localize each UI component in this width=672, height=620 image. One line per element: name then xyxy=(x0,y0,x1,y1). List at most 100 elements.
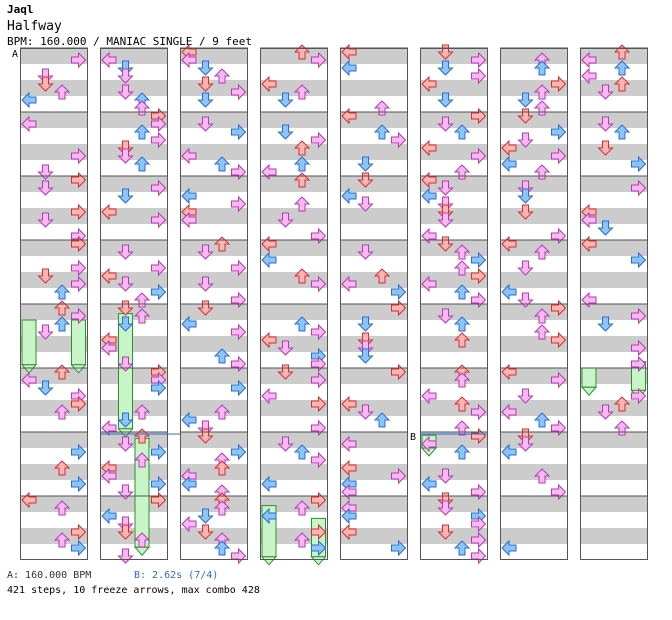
right-arrow xyxy=(391,539,407,557)
down-arrow xyxy=(117,188,134,204)
up-arrow xyxy=(133,452,151,468)
right-arrow xyxy=(71,147,87,165)
up-arrow xyxy=(453,332,471,348)
right-arrow xyxy=(471,251,487,269)
down-arrow xyxy=(117,244,134,260)
up-arrow xyxy=(293,444,311,460)
beat-stripe xyxy=(180,368,248,384)
right-arrow xyxy=(631,307,647,325)
beat-stripe xyxy=(180,240,248,256)
beat-stripe xyxy=(180,48,248,64)
beat-stripe xyxy=(180,176,248,192)
beat-stripe xyxy=(580,80,648,96)
beat-stripe xyxy=(340,240,408,256)
up-arrow xyxy=(53,500,71,516)
down-arrow xyxy=(357,404,374,420)
right-arrow xyxy=(151,259,167,277)
down-arrow xyxy=(277,364,294,380)
down-arrow xyxy=(437,180,454,196)
beat-stripe xyxy=(500,528,568,544)
beat-stripe xyxy=(500,272,568,288)
freeze-arrow-tail xyxy=(580,386,598,396)
up-arrow xyxy=(213,500,231,516)
up-arrow xyxy=(373,412,391,428)
beat-stripe xyxy=(580,48,648,64)
beat-stripe xyxy=(420,464,488,480)
down-arrow xyxy=(117,412,134,428)
up-arrow xyxy=(293,268,311,284)
beat-stripe xyxy=(580,144,648,160)
right-arrow xyxy=(151,475,167,493)
down-arrow xyxy=(597,220,614,236)
beat-stripe xyxy=(180,432,248,448)
up-arrow xyxy=(533,164,551,180)
up-arrow xyxy=(133,404,151,420)
down-arrow xyxy=(437,236,454,252)
up-arrow xyxy=(533,100,551,116)
left-arrow xyxy=(101,51,117,69)
left-arrow xyxy=(181,515,197,533)
beat-stripe xyxy=(340,208,408,224)
down-arrow xyxy=(37,380,54,396)
up-arrow xyxy=(453,444,471,460)
right-arrow xyxy=(151,131,167,149)
beat-stripe xyxy=(500,496,568,512)
up-arrow xyxy=(53,84,71,100)
beat-stripe xyxy=(340,144,408,160)
beat-stripe xyxy=(100,272,168,288)
beat-stripe xyxy=(20,112,88,128)
up-arrow xyxy=(453,396,471,412)
right-arrow xyxy=(231,443,247,461)
beat-stripe xyxy=(340,528,408,544)
up-arrow xyxy=(133,532,151,548)
beat-stripe xyxy=(260,432,328,448)
beat-stripe xyxy=(180,528,248,544)
down-arrow xyxy=(37,180,54,196)
up-arrow xyxy=(293,140,311,156)
beat-stripe xyxy=(340,48,408,64)
right-arrow xyxy=(151,115,167,133)
up-arrow xyxy=(373,268,391,284)
beat-stripe xyxy=(20,80,88,96)
left-arrow xyxy=(581,67,597,85)
left-arrow xyxy=(181,411,197,429)
up-arrow xyxy=(53,532,71,548)
left-arrow xyxy=(101,203,117,221)
right-arrow xyxy=(71,443,87,461)
down-arrow xyxy=(117,300,134,316)
left-arrow xyxy=(181,187,197,205)
right-arrow xyxy=(71,203,87,221)
up-arrow xyxy=(533,324,551,340)
left-arrow xyxy=(261,475,277,493)
beat-stripe xyxy=(420,208,488,224)
left-arrow xyxy=(101,339,117,357)
down-arrow xyxy=(37,212,54,228)
chart-summary: 421 steps, 10 freeze arrows, max combo 4… xyxy=(7,585,260,596)
bpm-legend: A: 160.000 BPM xyxy=(7,570,92,581)
up-arrow xyxy=(453,164,471,180)
down-arrow xyxy=(117,276,134,292)
column-frame xyxy=(100,48,168,560)
up-arrow xyxy=(133,156,151,172)
up-arrow xyxy=(453,260,471,276)
down-arrow xyxy=(277,436,294,452)
beat-stripe xyxy=(100,336,168,352)
down-arrow xyxy=(197,92,214,108)
right-arrow xyxy=(631,179,647,197)
down-arrow xyxy=(437,44,454,60)
beat-stripe xyxy=(180,304,248,320)
freeze-arrow-tail xyxy=(133,546,151,556)
right-arrow xyxy=(71,307,87,325)
left-arrow xyxy=(421,75,437,93)
beat-stripe xyxy=(260,304,328,320)
right-arrow xyxy=(311,395,327,413)
beat-stripe xyxy=(100,432,168,448)
left-arrow xyxy=(421,139,437,157)
beat-stripe xyxy=(500,176,568,192)
beat-stripe xyxy=(500,464,568,480)
right-arrow xyxy=(151,283,167,301)
left-arrow xyxy=(501,283,517,301)
beat-stripe xyxy=(580,464,648,480)
beat-stripe xyxy=(180,112,248,128)
up-arrow xyxy=(293,500,311,516)
